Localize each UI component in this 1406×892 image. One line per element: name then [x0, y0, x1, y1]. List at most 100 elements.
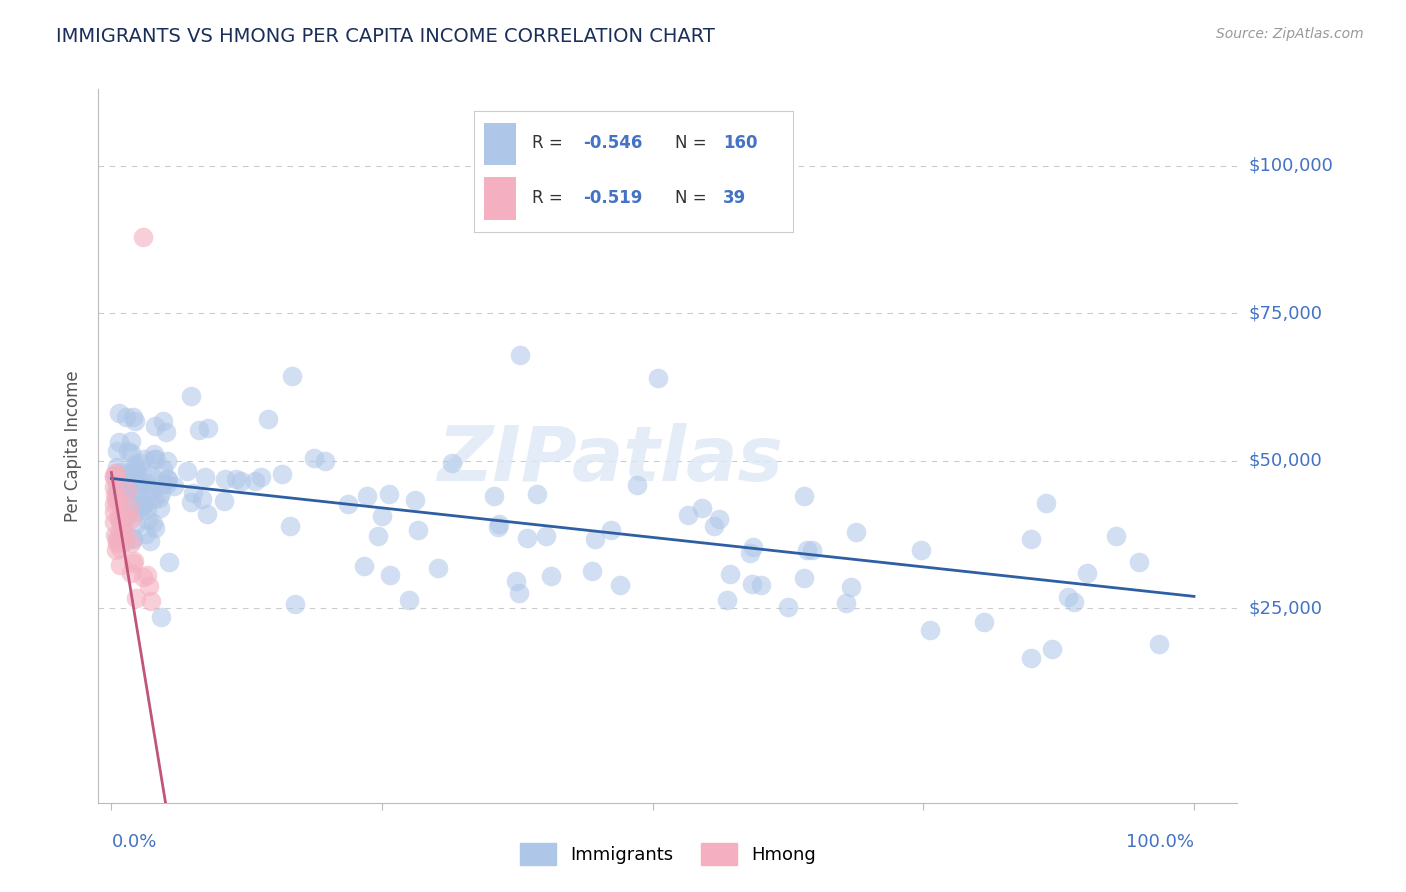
Point: [406, 523, 429, 537]
Point: [145, 452, 167, 467]
Point: [117, 508, 139, 523]
Point: [118, 465, 141, 479]
Point: [118, 483, 141, 498]
Point: [110, 476, 132, 491]
Point: [148, 491, 170, 505]
Point: [105, 486, 128, 500]
Point: [105, 535, 128, 549]
Point: [143, 521, 166, 535]
Point: [141, 483, 163, 498]
Point: [108, 512, 131, 526]
Point: [152, 462, 174, 476]
Point: [370, 508, 392, 523]
Point: [536, 529, 558, 543]
Point: [482, 489, 505, 503]
Point: [120, 536, 142, 550]
Point: [190, 492, 212, 507]
Point: [1128, 555, 1150, 569]
Point: [104, 487, 127, 501]
Point: [105, 443, 128, 458]
Point: [1019, 532, 1042, 546]
Point: [1147, 637, 1170, 651]
Point: [117, 505, 139, 519]
Point: [105, 531, 128, 545]
Point: [149, 610, 172, 624]
Point: [108, 558, 131, 573]
Point: [111, 509, 134, 524]
Point: [103, 498, 125, 512]
Point: [367, 529, 389, 543]
Point: [918, 624, 941, 638]
Point: [115, 527, 138, 541]
Point: [103, 469, 125, 483]
Point: [125, 517, 148, 532]
Point: [134, 452, 156, 467]
Point: [141, 516, 163, 531]
Point: [129, 497, 152, 511]
Point: [115, 488, 138, 502]
Point: [749, 578, 772, 592]
Point: [516, 532, 538, 546]
Point: [212, 493, 235, 508]
Point: [793, 571, 815, 585]
Point: [353, 559, 375, 574]
Point: [194, 470, 217, 484]
Point: [302, 450, 325, 465]
Point: [120, 446, 142, 460]
Text: $100,000: $100,000: [1249, 157, 1333, 175]
Point: [128, 456, 150, 470]
Point: [647, 371, 669, 385]
Point: [509, 348, 531, 362]
Point: [115, 508, 138, 523]
Point: [105, 492, 128, 507]
Point: [125, 485, 148, 500]
Point: [225, 472, 247, 486]
Point: [707, 511, 730, 525]
Point: [156, 472, 179, 486]
Point: [132, 498, 155, 512]
Point: [108, 406, 131, 420]
Point: [180, 389, 202, 403]
Point: [120, 566, 142, 581]
Point: [135, 470, 157, 484]
Point: [150, 485, 173, 500]
Point: [105, 467, 128, 481]
Point: [271, 467, 294, 482]
Point: [626, 478, 648, 492]
Legend: Immigrants, Hmong: Immigrants, Hmong: [520, 843, 815, 865]
Point: [105, 475, 128, 490]
Text: ZIPatlas: ZIPatlas: [437, 424, 785, 497]
Point: [122, 531, 145, 545]
Point: [118, 500, 141, 514]
Point: [105, 460, 128, 475]
Point: [107, 435, 129, 450]
Point: [156, 472, 179, 486]
Point: [112, 488, 135, 502]
Point: [256, 411, 278, 425]
Point: [124, 466, 146, 480]
Point: [583, 533, 606, 547]
Point: [716, 593, 738, 607]
Point: [801, 542, 824, 557]
Point: [142, 492, 165, 507]
Point: [378, 567, 401, 582]
Point: [609, 578, 631, 592]
Point: [284, 597, 307, 611]
Point: [581, 564, 603, 578]
Point: [508, 586, 530, 600]
Point: [105, 492, 128, 507]
Point: [505, 574, 527, 589]
Point: [115, 410, 138, 425]
Point: [117, 444, 139, 458]
Point: [111, 517, 134, 532]
Point: [314, 454, 336, 468]
Point: [105, 468, 128, 483]
Point: [104, 542, 127, 557]
Point: [138, 579, 160, 593]
Point: [131, 500, 153, 514]
Point: [103, 470, 125, 484]
Point: [845, 524, 868, 539]
Text: 100.0%: 100.0%: [1126, 833, 1194, 851]
Point: [115, 478, 138, 492]
Point: [776, 599, 799, 614]
